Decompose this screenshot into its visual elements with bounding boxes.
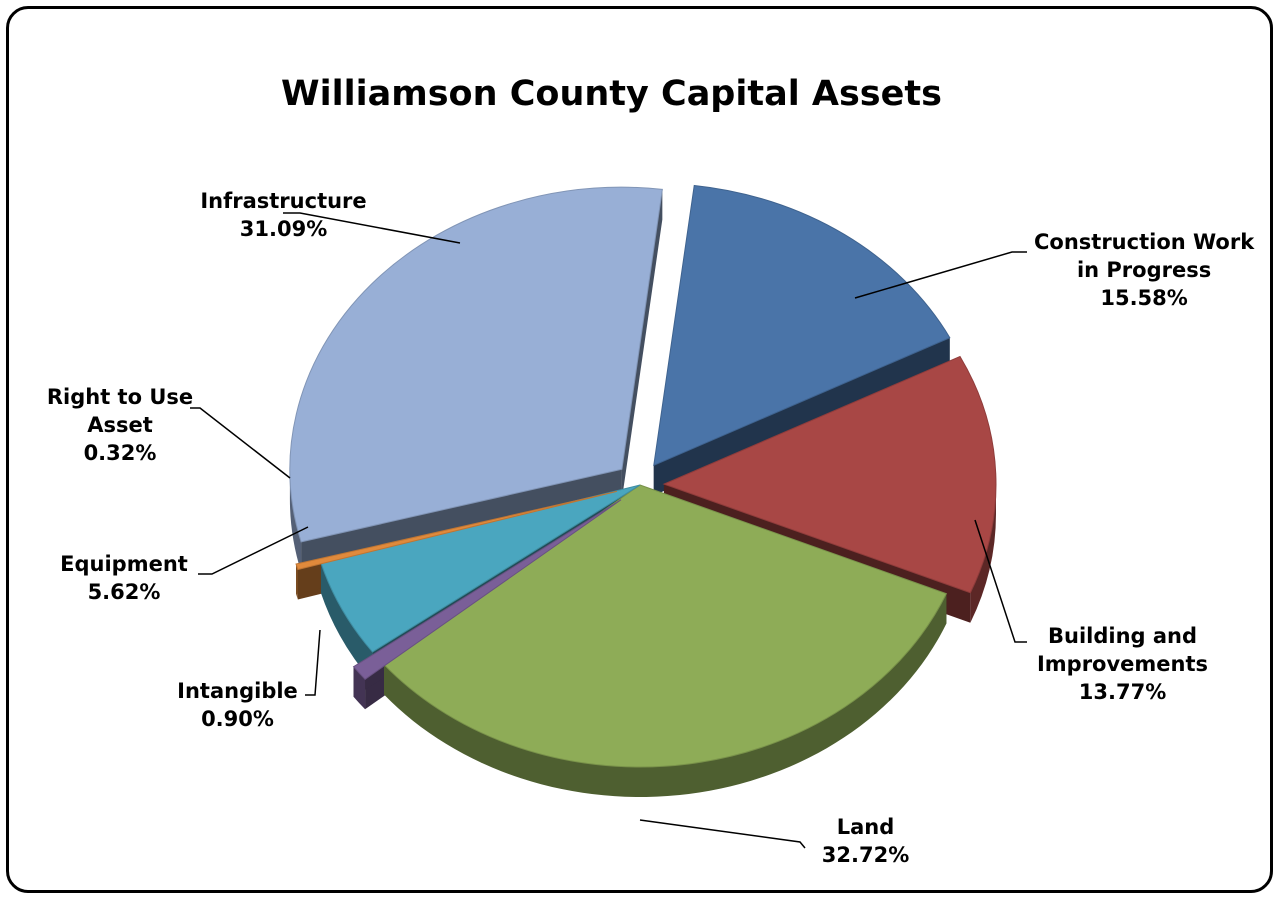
label-building-improvements: Building and Improvements 13.77% bbox=[1036, 624, 1209, 704]
label-land: Land 32.72% bbox=[821, 815, 910, 867]
leader-line-6 bbox=[283, 212, 461, 244]
leader-line-4 bbox=[198, 526, 309, 575]
slice-wall-0 bbox=[653, 337, 950, 496]
pie-slice-5 bbox=[295, 490, 617, 571]
slice-side-4 bbox=[320, 563, 373, 682]
slice-side-1 bbox=[970, 484, 996, 623]
slice-side-5 bbox=[296, 564, 298, 600]
slice-side-6 bbox=[289, 469, 302, 572]
slice-wall-6 bbox=[621, 189, 663, 500]
pie-slice-1 bbox=[662, 355, 997, 594]
pie-slice-6 bbox=[289, 186, 663, 543]
leader-line-3 bbox=[305, 629, 321, 696]
leader-line-5 bbox=[190, 407, 291, 479]
slice-side-3 bbox=[353, 666, 366, 710]
leader-line-1 bbox=[974, 519, 1027, 643]
label-intangible: Intangible 0.90% bbox=[177, 679, 298, 731]
pie-slice-0 bbox=[653, 184, 951, 467]
label-construction-work: Construction Work in Progress 15.58% bbox=[1034, 230, 1255, 310]
leader-line-0 bbox=[854, 251, 1027, 299]
label-right-to-use-asset: Right to Use Asset 0.32% bbox=[46, 385, 194, 465]
slice-side-2 bbox=[383, 593, 947, 797]
label-equipment: Equipment 5.62% bbox=[60, 552, 188, 604]
pie-slice-2 bbox=[383, 484, 948, 768]
pie-slice-3 bbox=[352, 499, 622, 680]
label-infrastructure: Infrastructure 31.09% bbox=[200, 189, 367, 241]
leader-line-2 bbox=[639, 819, 806, 849]
chart-title: Williamson County Capital Assets bbox=[281, 74, 942, 114]
